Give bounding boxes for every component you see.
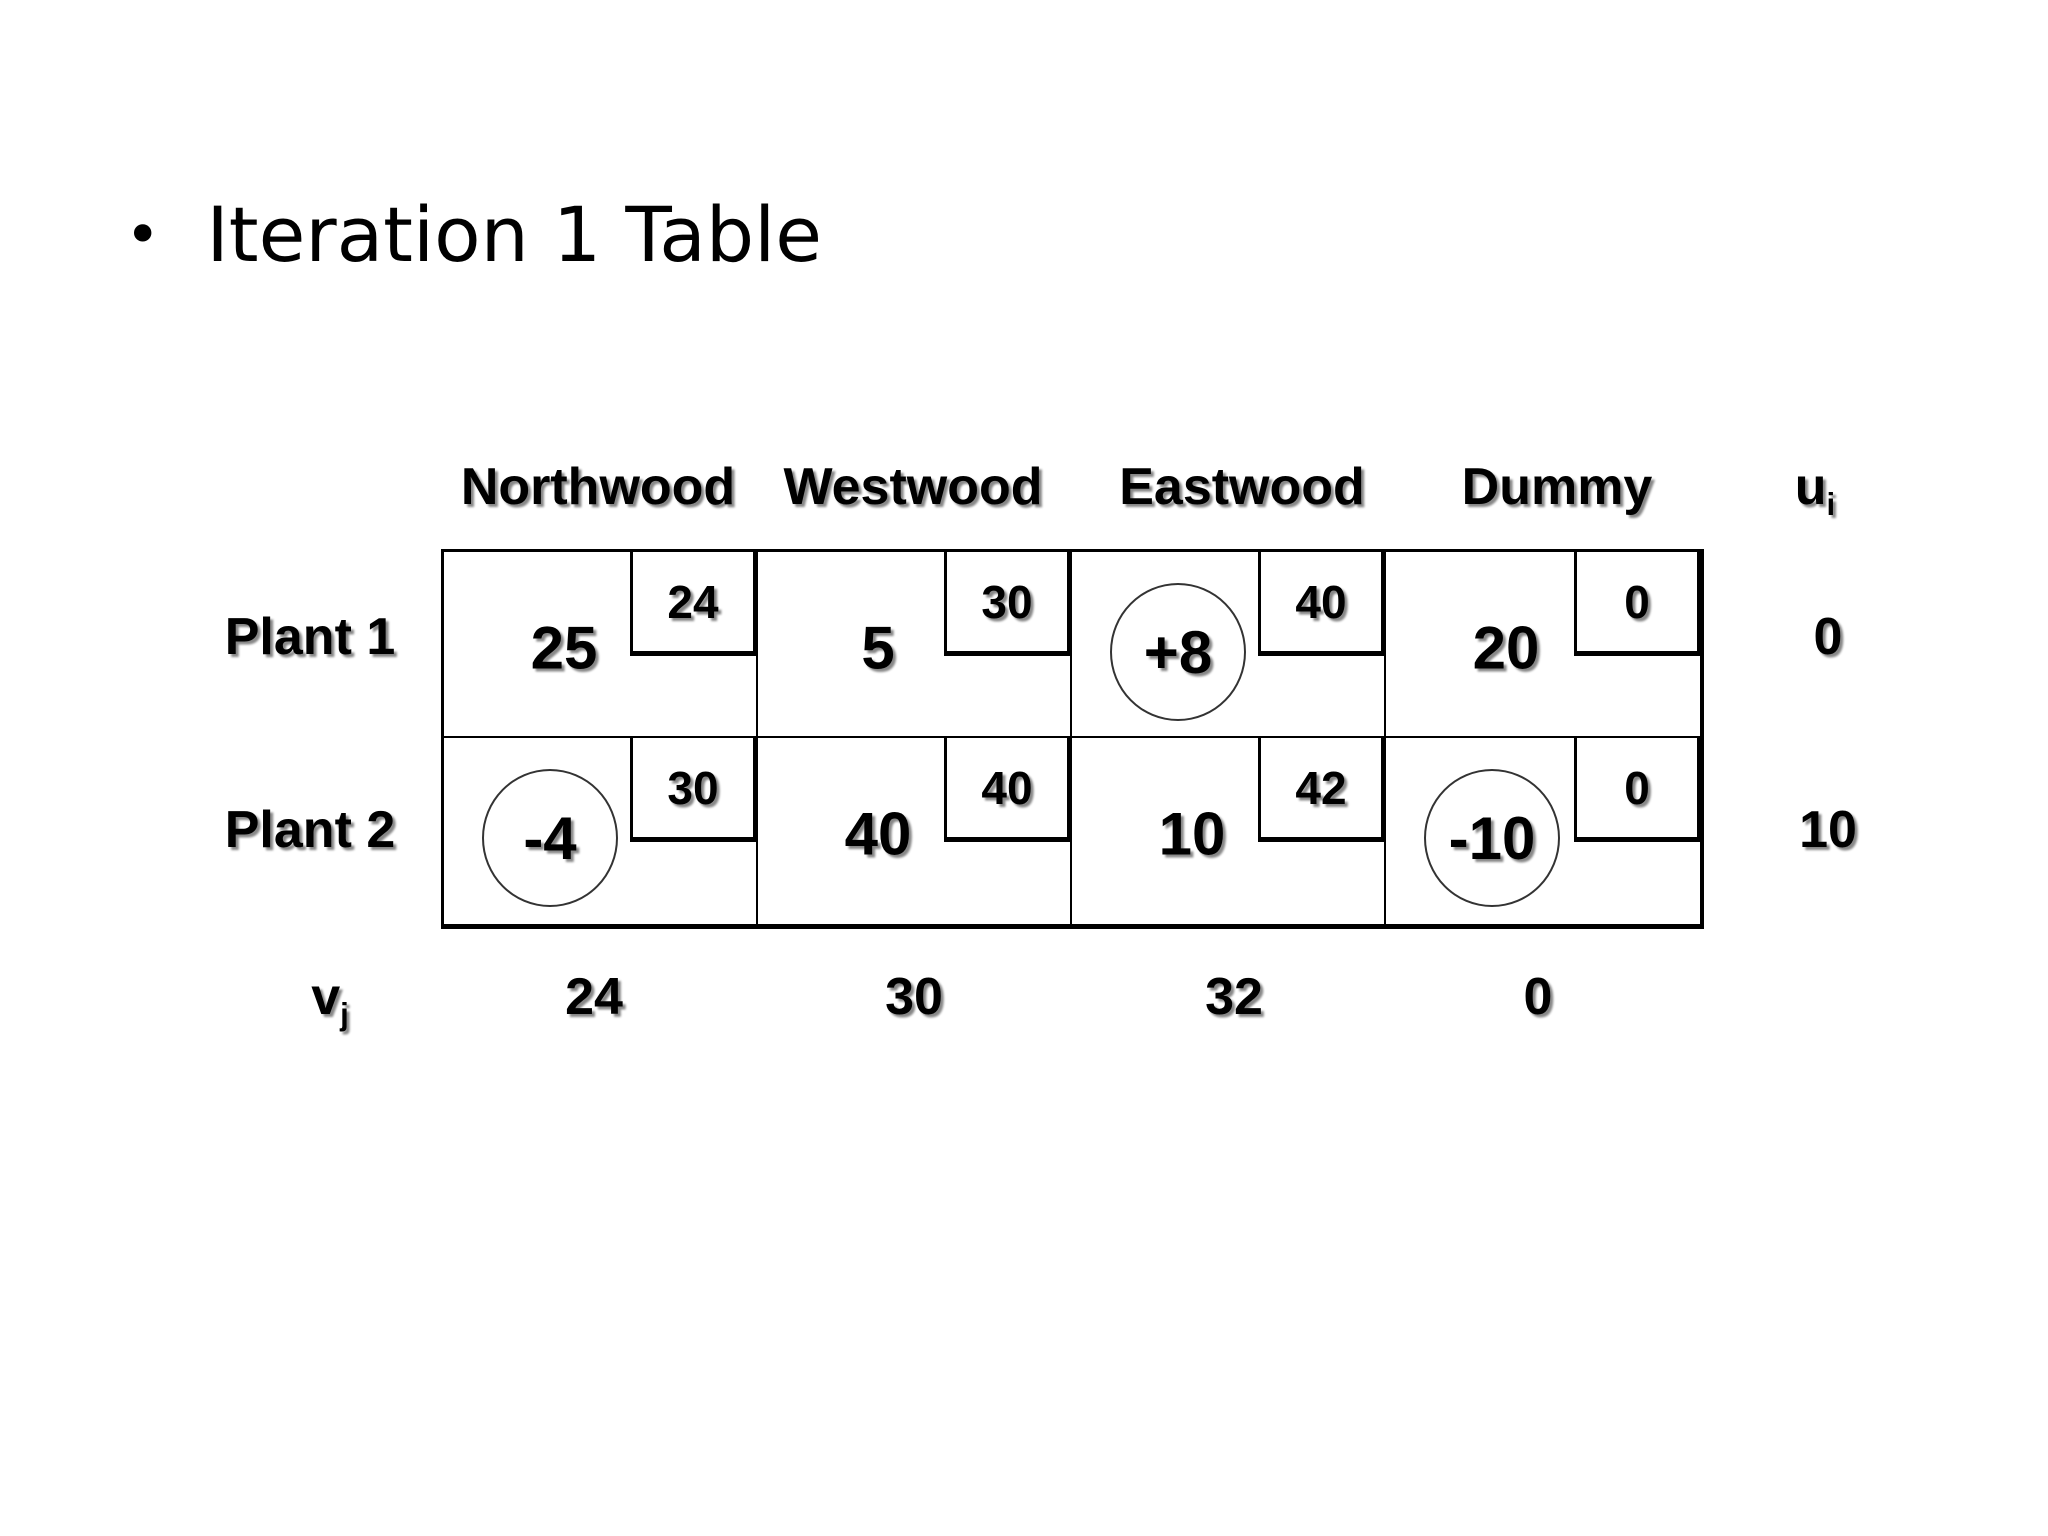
table-cell: 10 42 [1072, 738, 1386, 924]
vj-value: 32 [1205, 968, 1263, 1026]
column-header: Dummy [1461, 458, 1653, 516]
table-cell: 20 0 [1386, 552, 1700, 738]
table-cell: +8 40 [1072, 552, 1386, 738]
ui-value: 0 [1813, 608, 1843, 666]
allocation-value: 20 [1472, 614, 1540, 682]
allocation-value: 5 [861, 614, 895, 682]
table-cell: -10 0 [1386, 738, 1700, 924]
cost-box: 0 [1574, 738, 1700, 842]
cost-box: 30 [630, 738, 756, 842]
table-cell: -4 30 [444, 738, 758, 924]
ui-value: 10 [1799, 801, 1857, 859]
bullet-icon: • [125, 199, 161, 270]
ui-base: u [1794, 458, 1827, 517]
cost-box: 40 [1258, 552, 1384, 656]
table-cell: 5 30 [758, 552, 1072, 738]
vj-value: 30 [885, 968, 943, 1026]
title-text: Iteration 1 Table [206, 190, 822, 279]
row-label: Plant 1 [224, 608, 396, 666]
allocation-value: 25 [530, 614, 598, 682]
row-label: Plant 2 [224, 801, 396, 859]
allocation-value: 40 [844, 800, 912, 868]
ui-sub: i [1826, 486, 1836, 522]
slide-title: • Iteration 1 Table [125, 190, 822, 279]
column-header: Eastwood [1119, 458, 1365, 516]
cost-box: 24 [630, 552, 756, 656]
improvement-index: +8 [1110, 583, 1246, 721]
ui-header: ui [1795, 457, 1835, 523]
allocation-value: 10 [1158, 800, 1226, 868]
vj-sub: j [340, 996, 349, 1032]
table-cell: 25 24 [444, 552, 758, 738]
cost-box: 30 [944, 552, 1070, 656]
cost-box: 0 [1574, 552, 1700, 656]
table-cell: 40 40 [758, 738, 1072, 924]
column-header: Northwood [460, 458, 736, 516]
vj-base: v [311, 968, 341, 1027]
transportation-table: 25 24 5 30 +8 40 20 0 -4 30 40 40 10 42 … [441, 549, 1704, 929]
vj-value: 0 [1523, 968, 1553, 1026]
cost-box: 40 [944, 738, 1070, 842]
cost-box: 42 [1258, 738, 1384, 842]
improvement-index: -4 [482, 769, 618, 907]
vj-label: vj [311, 967, 349, 1033]
improvement-index: -10 [1424, 769, 1560, 907]
vj-value: 24 [565, 968, 623, 1026]
column-header: Westwood [783, 458, 1043, 516]
